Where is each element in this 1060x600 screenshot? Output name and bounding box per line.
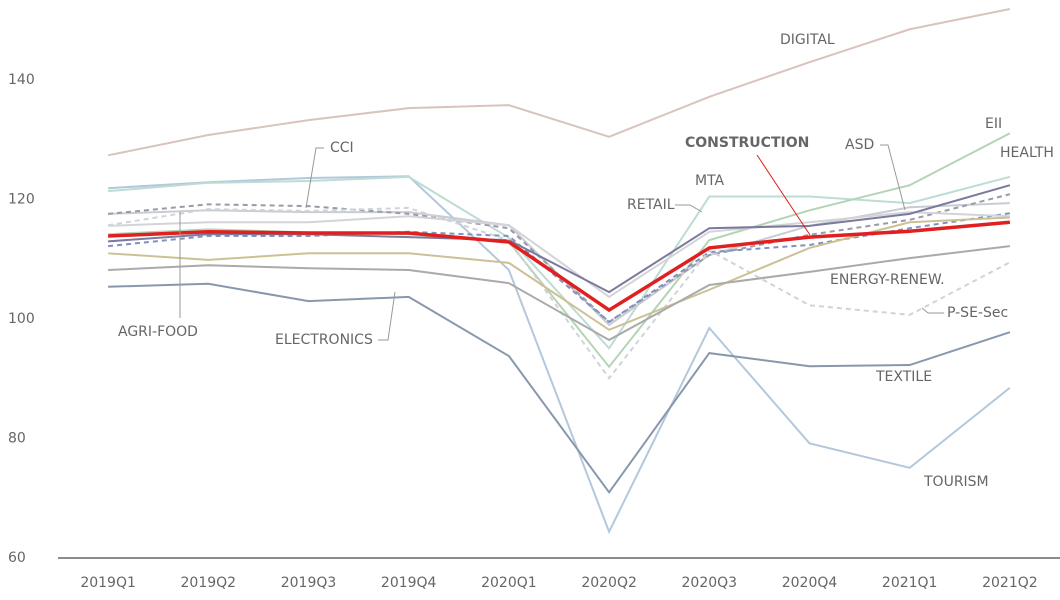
x-tick-label: 2020Q3 (682, 575, 738, 591)
y-tick-label: 120 (8, 192, 35, 208)
series-label: ENERGY-RENEW. (830, 272, 945, 288)
series-label: P-SE-Sec (947, 305, 1008, 321)
leader-line (305, 147, 324, 209)
series-label: TOURISM (923, 474, 989, 490)
series-line (108, 175, 1011, 535)
series-line (108, 245, 1011, 342)
x-tick-label: 2021Q2 (982, 575, 1038, 591)
x-tick-label: 2019Q3 (281, 575, 337, 591)
series-label: CONSTRUCTION (685, 135, 809, 151)
series-line (108, 282, 1011, 494)
y-tick-label: 100 (8, 311, 35, 327)
series-line (107, 7, 1011, 157)
leader-line (756, 154, 811, 236)
x-tick-label: 2021Q1 (882, 575, 938, 591)
y-tick-label: 140 (8, 72, 35, 88)
series-label: MTA (695, 173, 725, 189)
series-line (108, 184, 1011, 294)
series-line (108, 211, 1010, 299)
leader-line (378, 291, 396, 341)
leader-line (921, 307, 944, 314)
series-label: HEALTH (1000, 145, 1054, 161)
series-label: ASD (845, 137, 874, 153)
series-line (107, 206, 1011, 380)
x-tick-label: 2020Q4 (782, 575, 838, 591)
leader-line (880, 144, 906, 211)
x-tick-label: 2020Q1 (481, 575, 537, 591)
series-label: EII (985, 116, 1002, 132)
x-tick-label: 2020Q2 (581, 575, 637, 591)
series-line (108, 175, 1011, 350)
series-label: TEXTILE (875, 369, 932, 385)
series-line (108, 132, 1011, 369)
leader-line (675, 204, 703, 213)
x-tick-label: 2019Q2 (181, 575, 237, 591)
x-tick-label: 2019Q4 (381, 575, 437, 591)
series-label: CCI (330, 140, 354, 156)
series-label: ELECTRONICS (275, 332, 373, 348)
series-label: RETAIL (627, 197, 675, 213)
series-label: DIGITAL (780, 32, 835, 48)
series-line (108, 220, 1011, 313)
series-label: AGRI-FOOD (118, 324, 198, 340)
y-tick-label: 80 (8, 431, 26, 447)
y-tick-label: 60 (8, 550, 26, 566)
x-tick-label: 2019Q1 (80, 575, 136, 591)
